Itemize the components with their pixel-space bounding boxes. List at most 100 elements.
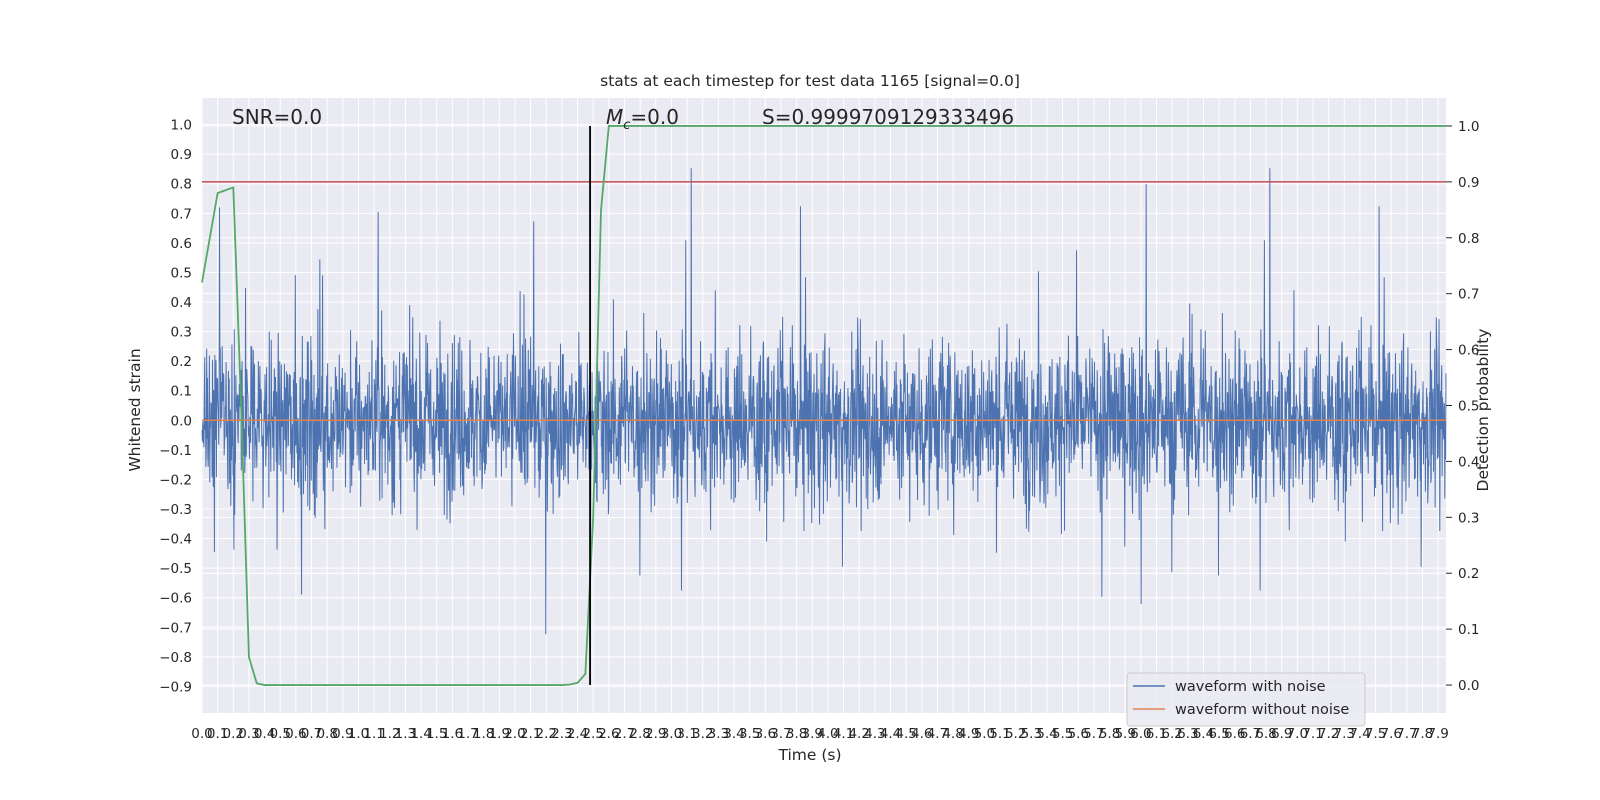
y-tick-label: 0.0 — [171, 413, 192, 429]
x-tick-label: 2.2 — [536, 726, 557, 742]
y2-tick-label: 0.2 — [1458, 566, 1479, 582]
y-tick-label: 0.1 — [171, 384, 192, 400]
x-tick-label: 1.5 — [426, 726, 447, 742]
x-tick-label: 4.2 — [848, 726, 869, 742]
x-tick-label: 4.5 — [895, 726, 916, 742]
x-tick-label: 1.2 — [379, 726, 400, 742]
x-tick-label: 5.1 — [989, 726, 1010, 742]
series-layer — [201, 125, 1447, 686]
x-tick-label: 3.1 — [676, 726, 697, 742]
x-tick-label: 1.8 — [473, 726, 494, 742]
x-tick-label: 0.4 — [254, 726, 275, 742]
x-tick-label: 3.7 — [770, 726, 791, 742]
x-tick-label: 0.8 — [316, 726, 337, 742]
x-tick-label: 2.4 — [567, 726, 588, 742]
series-detection-probability — [201, 125, 1446, 686]
x-tick-label: 0.1 — [207, 726, 228, 742]
x-tick-label: 4.0 — [817, 726, 838, 742]
x-tick-label: 3.5 — [739, 726, 760, 742]
x-tick-label: 7.5 — [1365, 726, 1386, 742]
y2-axis-label: Detection probability — [1474, 329, 1492, 492]
x-tick-label: 6.0 — [1130, 726, 1151, 742]
mc-annotation: Mc=0.0 — [606, 105, 679, 133]
x-tick-label: 1.7 — [457, 726, 478, 742]
x-tick-label: 7.9 — [1427, 726, 1448, 742]
x-tick-label: 6.4 — [1193, 726, 1214, 742]
y-tick-label: −0.2 — [159, 472, 192, 488]
x-tick-label: 0.2 — [223, 726, 244, 742]
x-tick-label: 0.3 — [238, 726, 259, 742]
x-tick-label: 7.7 — [1396, 726, 1417, 742]
x-tick-label: 6.3 — [1177, 726, 1198, 742]
y-tick-label: 0.7 — [171, 206, 192, 222]
x-tick-label: 1.6 — [442, 726, 463, 742]
y-tick-label: −0.9 — [159, 679, 192, 695]
y2-tick-label: 0.0 — [1458, 678, 1479, 694]
x-tick-label: 7.8 — [1412, 726, 1433, 742]
x-tick-label: 4.4 — [880, 726, 901, 742]
x-tick-label: 1.1 — [363, 726, 384, 742]
x-tick-label: 4.1 — [833, 726, 854, 742]
x-tick-label: 5.2 — [1005, 726, 1026, 742]
x-tick-label: 0.0 — [191, 726, 212, 742]
y-tick-label: 0.6 — [171, 236, 192, 252]
y-tick-label: 1.0 — [171, 118, 192, 134]
ticks: 0.00.10.20.30.40.50.60.70.80.91.01.11.21… — [159, 118, 1479, 742]
x-tick-label: 3.3 — [708, 726, 729, 742]
y-tick-label: −0.8 — [159, 650, 192, 666]
x-tick-label: 3.6 — [755, 726, 776, 742]
x-tick-label: 5.8 — [1099, 726, 1120, 742]
x-tick-label: 7.1 — [1302, 726, 1323, 742]
y2-tick-label: 0.7 — [1458, 287, 1479, 303]
x-tick-label: 2.7 — [614, 726, 635, 742]
y-tick-label: −0.5 — [159, 561, 192, 577]
x-tick-label: 4.7 — [927, 726, 948, 742]
x-tick-label: 6.8 — [1255, 726, 1276, 742]
x-tick-label: 6.1 — [1146, 726, 1167, 742]
x-tick-label: 5.4 — [1036, 726, 1057, 742]
x-tick-label: 3.2 — [692, 726, 713, 742]
x-tick-label: 7.3 — [1334, 726, 1355, 742]
y2-tick-label: 0.5 — [1458, 399, 1479, 415]
x-tick-label: 4.8 — [942, 726, 963, 742]
y-tick-label: 0.9 — [171, 147, 192, 163]
x-tick-label: 2.8 — [629, 726, 650, 742]
x-tick-label: 0.9 — [332, 726, 353, 742]
x-tick-label: 5.6 — [1068, 726, 1089, 742]
x-tick-label: 0.5 — [269, 726, 290, 742]
x-tick-label: 5.9 — [1114, 726, 1135, 742]
y-tick-label: 0.4 — [171, 295, 192, 311]
x-tick-label: 3.0 — [661, 726, 682, 742]
x-tick-label: 0.7 — [301, 726, 322, 742]
y-tick-label: −0.3 — [159, 502, 192, 518]
y2-tick-label: 0.1 — [1458, 622, 1479, 638]
x-tick-label: 7.0 — [1287, 726, 1308, 742]
x-tick-label: 6.7 — [1240, 726, 1261, 742]
x-tick-label: 3.8 — [786, 726, 807, 742]
y2-tick-label: 0.9 — [1458, 175, 1479, 191]
y-tick-label: −0.1 — [159, 443, 192, 459]
x-tick-label: 2.6 — [598, 726, 619, 742]
x-axis-label: Time (s) — [777, 746, 841, 764]
x-tick-label: 0.6 — [285, 726, 306, 742]
x-tick-label: 2.3 — [551, 726, 572, 742]
y-axis-label: Whitened strain — [126, 348, 144, 471]
snr-annotation: SNR=0.0 — [232, 105, 322, 129]
y-tick-label: 0.3 — [171, 325, 192, 341]
x-tick-label: 5.7 — [1083, 726, 1104, 742]
x-tick-label: 1.3 — [395, 726, 416, 742]
x-tick-label: 7.4 — [1349, 726, 1370, 742]
x-tick-label: 6.6 — [1224, 726, 1245, 742]
x-tick-label: 1.9 — [489, 726, 510, 742]
x-tick-label: 2.0 — [504, 726, 525, 742]
y2-tick-label: 0.8 — [1458, 231, 1479, 247]
x-tick-label: 4.3 — [864, 726, 885, 742]
y-tick-label: −0.4 — [159, 532, 192, 548]
x-tick-label: 5.5 — [1052, 726, 1073, 742]
legend-label-noise: waveform with noise — [1175, 679, 1326, 695]
y-tick-label: −0.7 — [159, 620, 192, 636]
y-tick-label: 0.5 — [171, 265, 192, 281]
legend-label-clean: waveform without noise — [1175, 702, 1349, 718]
x-tick-label: 5.3 — [1021, 726, 1042, 742]
